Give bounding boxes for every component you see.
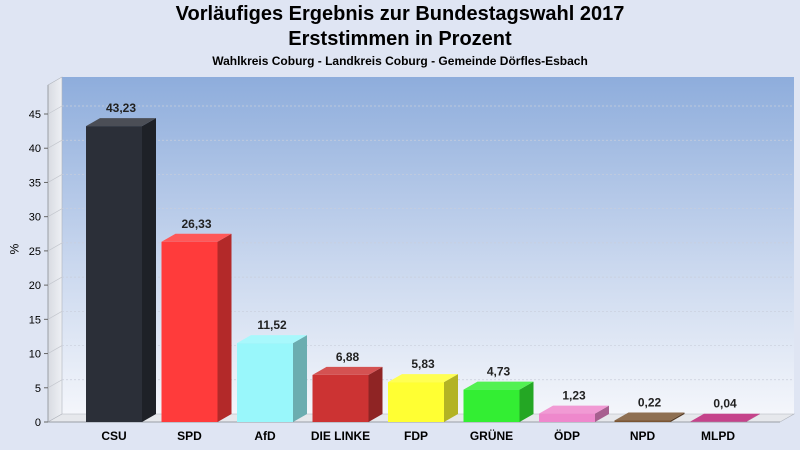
bar-side — [746, 413, 760, 422]
chart-title: Vorläufiges Ergebnis zur Bundestagswahl … — [175, 3, 625, 25]
data-label: 43,23 — [106, 101, 136, 115]
gridline-side — [47, 345, 63, 354]
y-tick-label: 20 — [29, 280, 41, 292]
bar-top — [614, 412, 685, 421]
y-tick-label: 25 — [29, 246, 41, 258]
x-tick-label: DIE LINKE — [311, 429, 370, 443]
y-tick-label: 10 — [29, 349, 41, 361]
bar-side — [444, 374, 458, 422]
gridline-side — [47, 174, 63, 183]
bar — [86, 126, 142, 422]
bar-top — [388, 374, 458, 383]
bar-top — [690, 413, 760, 422]
bar-side — [368, 366, 383, 422]
x-tick-label: MLPD — [701, 429, 735, 443]
bar — [312, 374, 369, 422]
data-label: 26,33 — [181, 217, 211, 231]
y-tick-label: 30 — [29, 212, 41, 224]
bar-top — [86, 118, 156, 127]
x-tick-label: FDP — [404, 429, 428, 443]
bar-side — [217, 233, 232, 422]
bar-side — [519, 381, 534, 422]
gridline-side — [47, 276, 63, 286]
bar-top — [463, 381, 534, 390]
bar-top — [539, 405, 609, 414]
bar — [539, 413, 595, 422]
data-label: 11,52 — [257, 318, 287, 332]
bar — [161, 241, 218, 422]
y-tick-label: 40 — [29, 143, 41, 155]
bar-top — [237, 335, 307, 344]
y-tick-label: 5 — [35, 383, 41, 395]
gridline-side — [47, 242, 63, 252]
gridline-side — [47, 379, 63, 389]
data-label: 5,83 — [411, 357, 435, 371]
gridline-side — [47, 208, 63, 217]
y-tick-label: 35 — [29, 177, 41, 189]
bar — [614, 420, 671, 422]
bar — [463, 389, 520, 422]
bar-side — [142, 118, 156, 422]
x-tick-label: NPD — [630, 429, 656, 443]
y-tick-label: 45 — [29, 109, 41, 121]
bar-top — [161, 233, 232, 242]
x-tick-label: SPD — [177, 429, 202, 443]
chart-subtitle: Wahlkreis Coburg - Landkreis Coburg - Ge… — [212, 54, 588, 68]
x-tick-label: GRÜNE — [470, 428, 513, 443]
bar-side — [595, 405, 609, 422]
x-tick-label: AfD — [254, 429, 276, 443]
data-label: 0,04 — [713, 397, 737, 411]
bar-side — [293, 335, 307, 422]
x-tick-label: CSU — [101, 429, 126, 443]
gridline-side — [47, 139, 63, 149]
bar — [237, 343, 293, 422]
y-tick-label: 15 — [29, 314, 41, 326]
y-tick-label: 0 — [35, 417, 41, 429]
bar-top — [312, 366, 383, 375]
chart-title-line2: Erststimmen in Prozent — [288, 28, 512, 50]
x-tick-label: ÖDP — [554, 428, 580, 443]
bar-side — [670, 412, 685, 422]
data-label: 6,88 — [336, 350, 360, 364]
data-label: 0,22 — [638, 395, 662, 409]
bar — [388, 382, 444, 422]
gridline-side — [47, 311, 63, 320]
data-label: 4,73 — [487, 365, 511, 379]
data-label: 1,23 — [562, 389, 586, 403]
gridline-side — [47, 105, 63, 115]
